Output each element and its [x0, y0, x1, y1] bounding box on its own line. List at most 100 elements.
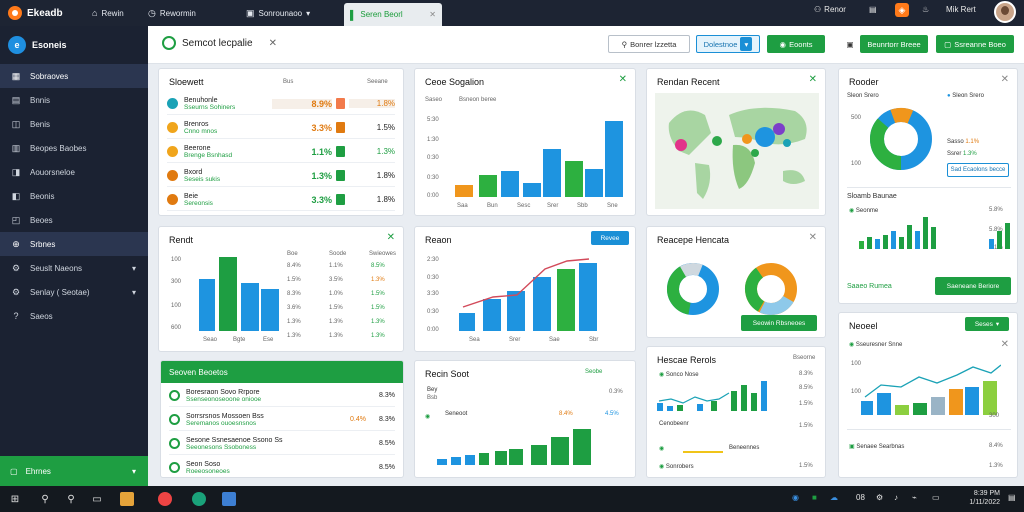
- bar: [915, 231, 920, 249]
- sidebar-item-3[interactable]: ◫ Benis: [0, 112, 148, 136]
- activity-row[interactable]: Sorrsrsnos Mossoen Bss Seremanos ouoesnsn…: [169, 409, 395, 431]
- status-row[interactable]: Bxord Seseis sukis 1.3% 1.8%: [167, 165, 395, 187]
- list-icon[interactable]: ▤: [869, 5, 877, 14]
- tab-seren-beorl[interactable]: ▌ Seren Beorl ✕: [344, 3, 442, 26]
- tick-label: 5.8%: [989, 207, 1003, 213]
- page-title-text: Semcot lecpalie: [182, 37, 253, 49]
- status-row[interactable]: Benuhonle Sseurns Sohiners 8.9% 1.8%: [167, 93, 395, 115]
- card-title: Ceoe Sogalion: [425, 77, 485, 87]
- sidebar-item-10[interactable]: ⚙ Senlay ( Seotae) ▾: [0, 280, 148, 304]
- battery-icon[interactable]: ▭: [932, 493, 940, 502]
- detail-button[interactable]: Sad Ecaolons becce: [947, 163, 1009, 177]
- sidebar-item-8[interactable]: ⊕ Srbnes: [0, 232, 148, 256]
- bar-plot: [437, 421, 617, 465]
- inbox-icon: ◰: [11, 214, 21, 225]
- tick-label: 100: [851, 361, 862, 367]
- bar: [455, 185, 473, 197]
- sidebar-header: e Esoneis: [0, 26, 148, 64]
- search-icon[interactable]: ⚲: [67, 493, 75, 505]
- bar-plot: [657, 375, 787, 411]
- shield-icon[interactable]: ■: [812, 493, 817, 502]
- metric-label: Sonco Nose: [665, 372, 699, 378]
- cloud-icon[interactable]: ☁: [830, 493, 838, 502]
- user-menu[interactable]: Mik Rert: [946, 5, 976, 14]
- action-button-2[interactable]: ▢ Ssreanne Boeo: [936, 35, 1014, 53]
- chart-subtitle-text: Sseuresner Snne: [855, 342, 903, 348]
- bar: [667, 406, 673, 411]
- sidebar-item-4[interactable]: ▥ Beopes Baobes: [0, 136, 148, 160]
- mini-bar-chart: [859, 209, 1010, 249]
- search-icon[interactable]: ⚲: [41, 493, 49, 505]
- volume-icon[interactable]: ♪: [894, 493, 898, 502]
- card-subtitle: Bseorne: [793, 355, 816, 361]
- bar: [741, 385, 747, 411]
- sidebar-item-9[interactable]: ⚙ Seuslt Naeons ▾: [0, 256, 148, 280]
- review-button[interactable]: Revee: [591, 231, 629, 245]
- activity-row[interactable]: Seon Soso Roeeosoneoes 8.5%: [169, 457, 395, 477]
- close-icon[interactable]: ✕: [386, 232, 395, 243]
- bell-ring-icon[interactable]: ♨: [922, 5, 930, 14]
- calculator-icon[interactable]: [222, 492, 236, 506]
- print-icon[interactable]: ▣: [844, 35, 856, 53]
- close-icon[interactable]: ✕: [808, 232, 817, 243]
- metric-row: ◉ Sonco Nose: [659, 371, 699, 378]
- search-button[interactable]: ⚲ Bonrer lzzetta: [608, 35, 690, 53]
- status-row[interactable]: Brenros Cnno mnos 3.3% 1.5%: [167, 117, 395, 139]
- section-button[interactable]: Saeneane Beriore: [935, 277, 1011, 295]
- activity-row[interactable]: Boresraon Sovo Rrpore Ssenseonoseoone oni…: [169, 385, 395, 407]
- section-link[interactable]: Saaeo Rumea: [847, 283, 892, 290]
- brand[interactable]: Ekeadb: [8, 6, 63, 20]
- close-icon[interactable]: ✕: [268, 37, 277, 49]
- notification-icon[interactable]: ▤: [1008, 493, 1016, 502]
- sidebar-item-2[interactable]: ▤ Bnnis: [0, 88, 148, 112]
- sidebar-footer[interactable]: ▢ Ehrnes ▾: [0, 456, 148, 486]
- filter-button[interactable]: Seses ▾: [965, 317, 1009, 331]
- bell-icon[interactable]: ◈: [895, 3, 909, 17]
- gear-icon[interactable]: ⚙: [876, 493, 884, 502]
- network-icon[interactable]: ◉: [792, 493, 799, 502]
- tick-label: 100: [171, 303, 182, 309]
- clock[interactable]: 8:39 PM 1/11/2022: [956, 489, 1000, 507]
- link[interactable]: Seobe: [585, 369, 602, 375]
- donut-chart: [870, 108, 932, 170]
- edge-icon[interactable]: [192, 492, 206, 506]
- close-icon[interactable]: ✕: [429, 10, 436, 19]
- action-button-1-label: Beunrtorr Breee: [867, 39, 921, 49]
- row-subtitle: Ssenseonoseoone oniooe: [186, 395, 262, 403]
- tab-rewin[interactable]: ⌂ Rewin: [86, 4, 130, 22]
- close-icon[interactable]: ✕: [618, 74, 627, 85]
- activity-row[interactable]: Sesone Ssnesaenoe Ssono Ss Seeonesons Sso…: [169, 433, 395, 455]
- bar-plot: [459, 257, 629, 331]
- tab-rewormin[interactable]: ◷ Rewormin: [142, 4, 202, 22]
- sidebar-item-6[interactable]: ◧ Beonis: [0, 184, 148, 208]
- action-button-1[interactable]: Beunrtorr Breee: [860, 35, 928, 53]
- chrome-icon[interactable]: [158, 492, 172, 506]
- chevron-down-icon: ▾: [995, 321, 1000, 328]
- view-button[interactable]: Seowin Rbsneoes: [741, 315, 817, 331]
- sidebar-item-5[interactable]: ◨ Aouorsneloe: [0, 160, 148, 184]
- list-icon: ◧: [11, 190, 21, 201]
- events-button[interactable]: ◉ Eoonts: [767, 35, 825, 53]
- dropdown-select[interactable]: Dolestnoe ▾: [696, 35, 760, 53]
- avatar[interactable]: [994, 1, 1016, 23]
- sidebar-item-7[interactable]: ◰ Beoes: [0, 208, 148, 232]
- square-icon: ▢: [944, 39, 952, 49]
- status-row[interactable]: Beie Sereonsis 3.3% 1.8%: [167, 189, 395, 211]
- bar: [437, 459, 447, 465]
- tab-sonrounaoo[interactable]: ▣ Sonrounaoo ▾: [240, 4, 316, 22]
- row-value: 1.8%: [376, 171, 395, 180]
- close-icon[interactable]: ✕: [808, 74, 817, 85]
- wifi-icon[interactable]: ⌁: [912, 493, 917, 502]
- cell-value: 1.0%: [329, 291, 343, 297]
- folder-icon[interactable]: [120, 492, 134, 506]
- status-row[interactable]: Beerone Brenge Bsnhasd 1.1% 1.3%: [167, 141, 395, 163]
- sidebar-item-11[interactable]: ? Saeos: [0, 304, 148, 328]
- taskview-icon[interactable]: ▭: [92, 493, 102, 505]
- status-dot-icon: [167, 98, 178, 109]
- col-header: Soode: [329, 251, 347, 257]
- windows-icon[interactable]: ⊞: [10, 493, 20, 505]
- person-menu[interactable]: ⚇ Renor: [814, 5, 846, 14]
- close-icon[interactable]: ✕: [1000, 339, 1009, 350]
- close-icon[interactable]: ✕: [1000, 74, 1009, 85]
- sidebar-item-1[interactable]: ▦ Sobraoves: [0, 64, 148, 88]
